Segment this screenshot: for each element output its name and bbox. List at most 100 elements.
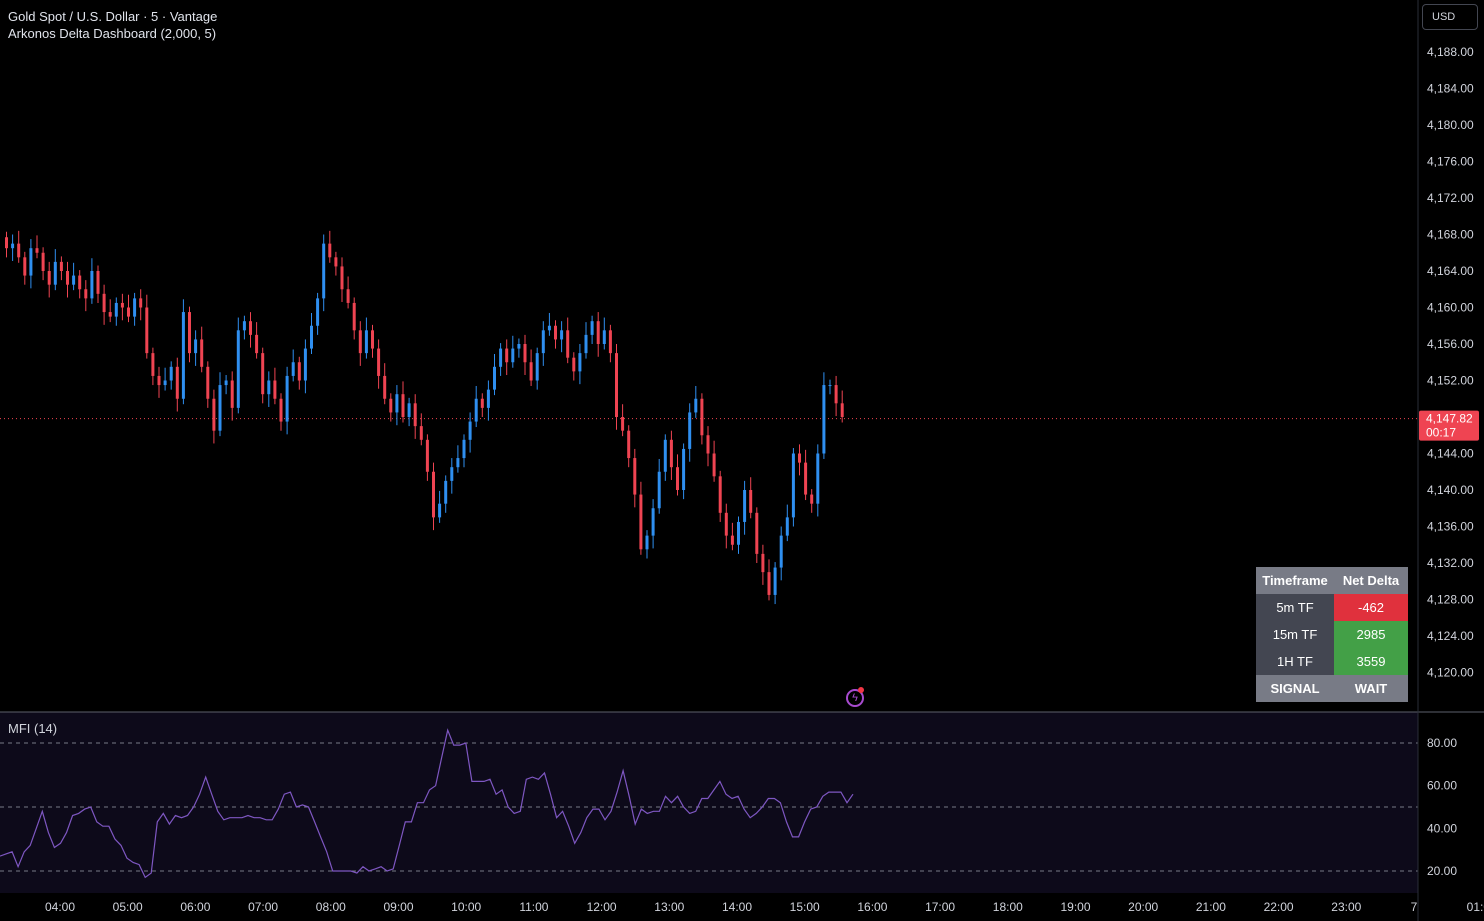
candle-body <box>474 398 478 422</box>
time-tick-label: 19:00 <box>1060 900 1090 914</box>
dashboard-row: 1H TF 3559 <box>1256 648 1408 675</box>
candle-body <box>389 398 393 413</box>
price-tick-label: 4,128.00 <box>1427 593 1474 607</box>
candle-body <box>169 366 173 381</box>
candle-body <box>322 243 326 299</box>
candle-body <box>72 275 76 285</box>
row-delta: -462 <box>1334 594 1408 621</box>
candle-body <box>791 453 795 518</box>
candle-body <box>810 494 814 504</box>
candle-body <box>328 243 332 258</box>
time-tick-label: 10:00 <box>451 900 481 914</box>
candle-body <box>310 325 313 349</box>
candle-body <box>419 426 423 440</box>
candle-body <box>462 439 466 459</box>
candle-body <box>224 380 228 386</box>
time-tick-label: 18:00 <box>993 900 1023 914</box>
candle-body <box>383 375 387 399</box>
delta-dashboard: Timeframe Net Delta 5m TF -462 15m TF 29… <box>1256 567 1408 702</box>
candle-body <box>645 535 649 550</box>
candle-body <box>120 302 124 308</box>
candle-body <box>627 430 631 459</box>
candle-body <box>438 503 442 518</box>
candle-body <box>834 385 838 404</box>
header-net-delta: Net Delta <box>1334 567 1408 594</box>
candle-body <box>407 403 411 417</box>
candle-body <box>572 357 576 372</box>
candle-body <box>633 458 637 495</box>
candle-body <box>596 321 600 344</box>
price-axis[interactable]: 4,120.00 4,124.00 4,128.00 4,132.00 4,136.00… <box>1427 45 1474 680</box>
candle-body <box>273 380 277 399</box>
candle-body <box>535 353 539 381</box>
last-price-value: 4,147.82 <box>1426 412 1473 426</box>
candle-body <box>450 467 454 481</box>
candle-body <box>560 330 564 340</box>
candle-body <box>23 257 27 276</box>
candle-body <box>364 330 368 354</box>
candle-body <box>682 448 686 490</box>
mfi-axis[interactable]: 20.00 40.00 60.00 80.00 <box>1427 736 1457 878</box>
candle-body <box>621 417 625 431</box>
candle-body <box>486 389 490 408</box>
candle-body <box>66 271 69 285</box>
time-tick-label: 22:00 <box>1264 900 1294 914</box>
mfi-background <box>0 712 1418 893</box>
candle-body <box>188 312 191 354</box>
indicator-title[interactable]: Arkonos Delta Dashboard (2,000, 5) <box>8 26 217 41</box>
mfi-indicator-label[interactable]: MFI (14) <box>8 721 58 736</box>
candle-body <box>541 330 545 354</box>
candle-body <box>41 252 45 271</box>
candle-body <box>517 344 521 349</box>
candle-body <box>724 512 728 536</box>
symbol-title[interactable]: Gold Spot / U.S. Dollar · 5 · Vantage <box>8 9 218 24</box>
candle-body <box>432 471 435 518</box>
lightning-icon[interactable]: ϟ <box>846 689 864 707</box>
candle-body <box>529 362 533 381</box>
time-tick-label: 7 <box>1411 900 1418 914</box>
candle-body <box>828 385 832 387</box>
time-tick-label: 13:00 <box>654 900 684 914</box>
price-tick-label: 4,164.00 <box>1427 264 1474 278</box>
candle-body <box>615 353 618 417</box>
candle-body <box>840 403 844 417</box>
candle-body <box>163 380 167 386</box>
price-tick-label: 4,176.00 <box>1427 155 1474 169</box>
candle-body <box>175 366 179 399</box>
candle-body <box>401 394 405 417</box>
candle-body <box>352 302 356 331</box>
candle-body <box>676 467 679 490</box>
time-tick-label: 08:00 <box>316 900 346 914</box>
candle-body <box>712 453 716 477</box>
mfi-tick-label: 60.00 <box>1427 779 1457 793</box>
candle-body <box>102 293 106 313</box>
mfi-line <box>0 728 854 879</box>
row-delta: 3559 <box>1334 648 1408 675</box>
candle-body <box>133 298 137 317</box>
candle-body <box>822 385 826 454</box>
candle-body <box>804 462 808 495</box>
candle-body <box>53 261 57 285</box>
candle-body <box>181 312 185 399</box>
time-axis[interactable]: 04:00 05:00 06:00 07:00 08:00 09:00 10:00 11:00… <box>45 900 1484 914</box>
candle-body <box>230 380 234 408</box>
time-tick-label: 20:00 <box>1128 900 1158 914</box>
candle-body <box>547 325 551 331</box>
candle-body <box>194 339 198 354</box>
time-tick-label: 07:00 <box>248 900 278 914</box>
candle-body <box>157 375 161 386</box>
time-tick-label: 14:00 <box>722 900 752 914</box>
candle-body <box>688 412 692 449</box>
candle-body <box>718 476 722 513</box>
candle-body <box>608 330 612 354</box>
time-tick-label: 21:00 <box>1196 900 1226 914</box>
currency-button[interactable]: USD <box>1422 4 1478 30</box>
candle-body <box>316 298 320 326</box>
price-tick-label: 4,136.00 <box>1427 520 1474 534</box>
candle-body <box>151 353 155 376</box>
candle-body <box>590 321 594 335</box>
candle-body <box>785 517 789 536</box>
notification-dot-icon <box>858 687 864 693</box>
candle-body <box>578 353 582 372</box>
